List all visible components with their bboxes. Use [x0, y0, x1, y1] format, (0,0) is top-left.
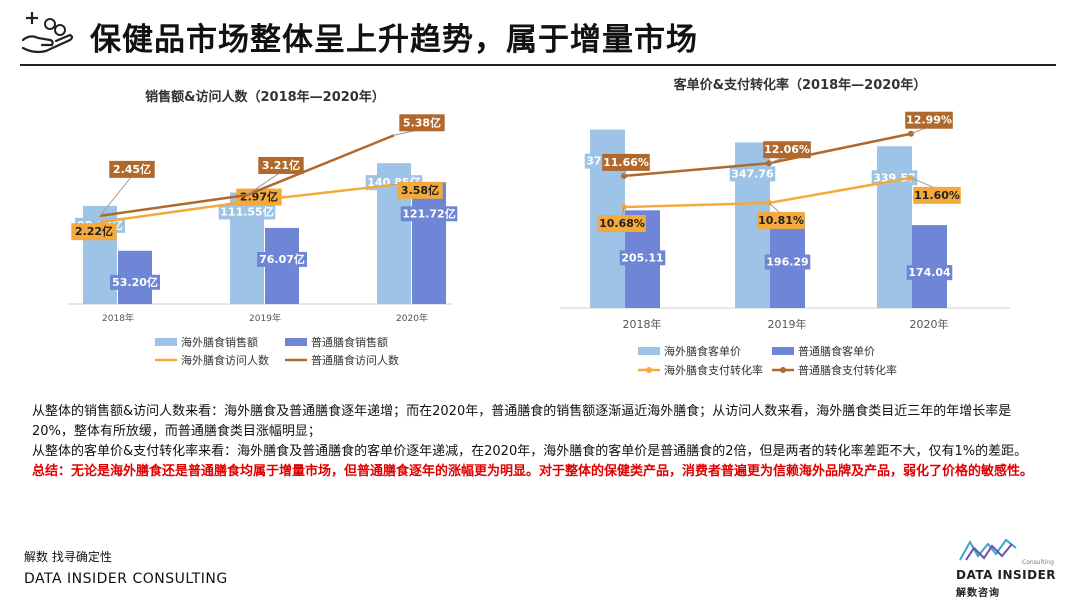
- line-value-label: 3.58亿: [401, 183, 439, 197]
- legend-swatch: [638, 347, 660, 355]
- line-point: [621, 204, 627, 211]
- line-label-bg: [602, 153, 650, 171]
- bar-label-bg: [619, 250, 666, 266]
- line-label-bg: [258, 156, 304, 174]
- legend-swatch: [772, 347, 794, 355]
- bar-value-label: 339.57: [873, 171, 915, 184]
- line-value-label: 2.97亿: [240, 190, 278, 204]
- line-value-label: 10.68%: [599, 217, 645, 230]
- summary-line: 从整体的销售额&访问人数来看：海外膳食及普通膳食逐年递增；而在2020年，普通膳…: [32, 404, 1012, 419]
- x-tick-label: 2018年: [102, 312, 134, 324]
- bar-value-label: 76.07亿: [259, 252, 305, 266]
- logo-subtitle: 解数咨询: [956, 588, 1000, 599]
- page-title: 保健品市场整体呈上升趋势，属于增量市场: [90, 22, 698, 58]
- legend-swatch: [285, 338, 307, 346]
- sales-visitors-plot: 2018年2019年2020年98.12亿111.55亿140.85亿53.20…: [68, 114, 458, 367]
- price-conversion-plot: 2018年2019年2020年374.62347.76339.57205.111…: [560, 111, 1010, 377]
- bar-label-bg: [764, 254, 811, 270]
- bar-value-label: 196.29: [766, 256, 808, 269]
- footer-slogan: 解数 找寻确定性: [24, 550, 112, 564]
- legend-label: 海外膳食销售额: [181, 335, 258, 349]
- line-label-bg: [236, 188, 282, 206]
- summary-line: 20%，整体有所放缓，而普通膳食类目涨幅明显；: [32, 424, 321, 439]
- chart-title: 销售额&访问人数（2018年—2020年）: [145, 90, 385, 105]
- chart-title: 客单价&支付转化率（2018年—2020年）: [673, 78, 927, 93]
- legend-marker: [780, 367, 786, 373]
- label-leader: [246, 171, 282, 196]
- line-value-label: 12.99%: [906, 114, 952, 127]
- bar-value-label: 347.76: [731, 167, 774, 180]
- summary-conclusion: 总结：无论是海外膳食还是普通膳食均属于增量市场，但普通膳食逐年的涨幅更为明显。对…: [32, 464, 1034, 479]
- label-leader: [99, 175, 133, 217]
- line-value-label: 2.45亿: [113, 162, 151, 176]
- sales-visitors-chart: 销售额&访问人数（2018年—2020年） 2018年2019年2020年98.…: [40, 80, 490, 380]
- header-divider: [20, 64, 1056, 66]
- hand-money-icon: [21, 12, 74, 54]
- line-value-label: 3.21亿: [262, 158, 300, 172]
- price-conversion-chart: 客单价&支付转化率（2018年—2020年） 2018年2019年2020年37…: [560, 70, 1040, 380]
- bar-regular: [412, 182, 446, 304]
- line-label-bg: [757, 211, 805, 229]
- x-tick-label: 2020年: [396, 312, 428, 324]
- logo-name: DATA INSIDER: [956, 568, 1057, 582]
- legend-label: 海外膳食访问人数: [181, 353, 269, 367]
- line-label-bg: [397, 181, 443, 199]
- legend-marker: [646, 367, 652, 373]
- line-value-label: 2.22亿: [75, 224, 113, 238]
- x-tick-label: 2018年: [623, 317, 662, 331]
- legend-swatch: [155, 338, 177, 346]
- header: 保健品市场整体呈上升趋势，属于增量市场: [0, 0, 1080, 66]
- line-value-label: 10.81%: [758, 214, 804, 227]
- x-tick-label: 2020年: [910, 317, 949, 331]
- company-logo: Consulting DATA INSIDER 解数咨询: [950, 538, 1060, 602]
- bar-label-bg: [257, 251, 307, 267]
- legend-label: 海外膳食客单价: [664, 344, 741, 358]
- line-value-label: 5.38亿: [403, 115, 441, 129]
- line-label-bg: [71, 223, 117, 241]
- line-label-bg: [905, 111, 953, 129]
- line-label-bg: [598, 215, 646, 233]
- bar-label-bg: [400, 206, 458, 222]
- legend-label: 海外膳食支付转化率: [664, 363, 763, 377]
- legend-label: 普通膳食销售额: [311, 335, 388, 349]
- bar-label-bg: [218, 204, 276, 220]
- bar-label-bg: [729, 166, 776, 182]
- series-line-regular: [99, 134, 395, 218]
- bar-value-label: 111.55亿: [220, 204, 273, 218]
- line-value-label: 11.60%: [914, 189, 960, 202]
- bar-value-label: 53.20亿: [112, 275, 158, 289]
- line-value-label: 12.06%: [764, 143, 810, 156]
- line-label-bg: [109, 160, 155, 178]
- bar-value-label: 121.72亿: [402, 206, 455, 220]
- line-value-label: 11.66%: [603, 156, 649, 169]
- line-point: [908, 130, 914, 137]
- line-label-bg: [399, 114, 445, 132]
- legend-label: 普通膳食客单价: [798, 344, 875, 358]
- footer-company: DATA INSIDER CONSULTING: [24, 571, 228, 587]
- bar-value-label: 205.11: [621, 251, 663, 264]
- logo-mark-icon: [959, 538, 1017, 561]
- bar-value-label: 174.04: [908, 266, 951, 279]
- legend-label: 普通膳食支付转化率: [798, 363, 897, 377]
- x-tick-label: 2019年: [249, 312, 281, 324]
- summary-line: 从整体的客单价&支付转化率来看：海外膳食及普通膳食的客单价逐年递减，在2020年…: [32, 444, 1028, 459]
- x-tick-label: 2019年: [768, 317, 807, 331]
- bar-label-bg: [110, 274, 160, 290]
- legend-label: 普通膳食访问人数: [311, 353, 399, 367]
- bar-label-bg: [906, 265, 953, 281]
- logo-consulting: Consulting: [1022, 559, 1054, 566]
- line-label-bg: [763, 141, 811, 159]
- line-label-bg: [913, 186, 961, 204]
- summary-text: 从整体的销售额&访问人数来看：海外膳食及普通膳食逐年递增；而在2020年，普通膳…: [32, 402, 1062, 482]
